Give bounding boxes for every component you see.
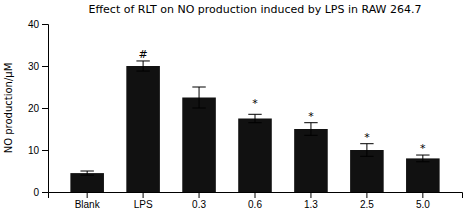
error-bar-stem	[422, 155, 423, 162]
annotations: # * * * *	[138, 48, 426, 155]
bar	[406, 158, 440, 192]
bar	[350, 150, 384, 192]
x-tick: 0.3	[192, 192, 206, 210]
error-bar	[248, 114, 261, 122]
x-tick-label: LPS	[134, 199, 153, 210]
x-tick-mark	[143, 192, 144, 198]
error-bar-cap	[304, 135, 317, 136]
y-tick-mark	[42, 24, 48, 25]
y-axis-title: NO production/μM	[3, 63, 14, 154]
x-tick: 1.3	[304, 192, 318, 210]
y-tick-label: 10	[28, 145, 40, 156]
bar	[182, 98, 216, 193]
y-tick-mark	[42, 66, 48, 67]
chart-svg: 0 10 20 30 40 Blank LPS 0.3 0.6 1.3 2.5 5.0 # * * * * Eff…	[0, 0, 474, 216]
error-bar	[136, 61, 149, 71]
x-tick: 5.0	[416, 192, 430, 210]
x-tick: Blank	[75, 192, 101, 210]
error-bar-cap	[416, 161, 429, 162]
error-bar-cap	[360, 156, 373, 157]
annotation: *	[308, 110, 314, 123]
x-tick-mark	[366, 192, 367, 198]
x-tick-label: 1.3	[304, 199, 318, 210]
error-bar-cap	[248, 122, 261, 123]
annotation: #	[138, 48, 147, 61]
y-axis-line	[42, 25, 49, 193]
error-bar-cap	[80, 171, 93, 172]
marks	[70, 61, 439, 192]
y-tick: 30	[28, 61, 48, 72]
x-tick-label: 2.5	[360, 199, 374, 210]
y-tick-mark	[42, 108, 48, 109]
bar	[126, 66, 160, 192]
x-tick-mark	[422, 192, 423, 198]
title: Effect of RLT on NO production induced b…	[89, 3, 422, 16]
x-tick-label: 0.3	[192, 199, 206, 210]
x-tick: 0.6	[248, 192, 262, 210]
error-bar-cap	[248, 114, 261, 115]
error-bar-stem	[199, 87, 200, 108]
error-bar-stem	[87, 171, 88, 175]
y-tick: 0	[33, 187, 48, 198]
y-tick-mark	[42, 150, 48, 151]
error-bar-cap	[80, 175, 93, 176]
error-bar-cap	[192, 87, 205, 88]
bar	[294, 129, 328, 192]
plot-area: 0 10 20 30 40 Blank LPS 0.3 0.6 1.3 2.5 5.0 # * * * *	[28, 19, 463, 210]
x-axis: Blank LPS 0.3 0.6 1.3 2.5 5.0	[49, 192, 463, 210]
x-tick: 2.5	[360, 192, 374, 210]
x-tick-mark	[87, 192, 88, 198]
error-bar-stem	[143, 61, 144, 71]
x-tick-label: Blank	[75, 199, 101, 210]
error-bar-stem	[255, 114, 256, 122]
annotation: *	[420, 142, 426, 155]
x-tick: LPS	[134, 192, 153, 210]
error-bar-cap	[136, 71, 149, 72]
error-bar	[304, 123, 317, 136]
error-bar-stem	[310, 123, 311, 136]
y-tick: 10	[28, 145, 48, 156]
error-bar	[360, 144, 373, 157]
y-axis: 0 10 20 30 40	[28, 19, 49, 198]
y-tick-mark	[42, 192, 48, 193]
y-tick: 20	[28, 103, 48, 114]
error-bar-stem	[366, 144, 367, 157]
error-bar	[192, 87, 205, 108]
x-tick-mark	[310, 192, 311, 198]
x-tick-mark	[199, 192, 200, 198]
y-tick: 40	[28, 19, 48, 30]
error-bar	[80, 171, 93, 175]
y-tick-label: 20	[28, 103, 40, 114]
x-tick-mark	[255, 192, 256, 198]
y-tick-label: 40	[28, 19, 40, 30]
y-tick-label: 30	[28, 61, 40, 72]
chart-container: 0 10 20 30 40 Blank LPS 0.3 0.6 1.3 2.5 5.0 # * * * * Eff…	[0, 0, 474, 216]
annotation: *	[252, 97, 258, 110]
bar	[238, 119, 272, 193]
x-tick-label: 5.0	[416, 199, 430, 210]
error-bar	[416, 155, 429, 162]
error-bar-cap	[192, 108, 205, 109]
x-axis-line	[49, 193, 463, 199]
x-tick-label: 0.6	[248, 199, 262, 210]
y-tick-label: 0	[33, 187, 39, 198]
bar	[70, 173, 104, 192]
annotation: *	[364, 131, 370, 144]
